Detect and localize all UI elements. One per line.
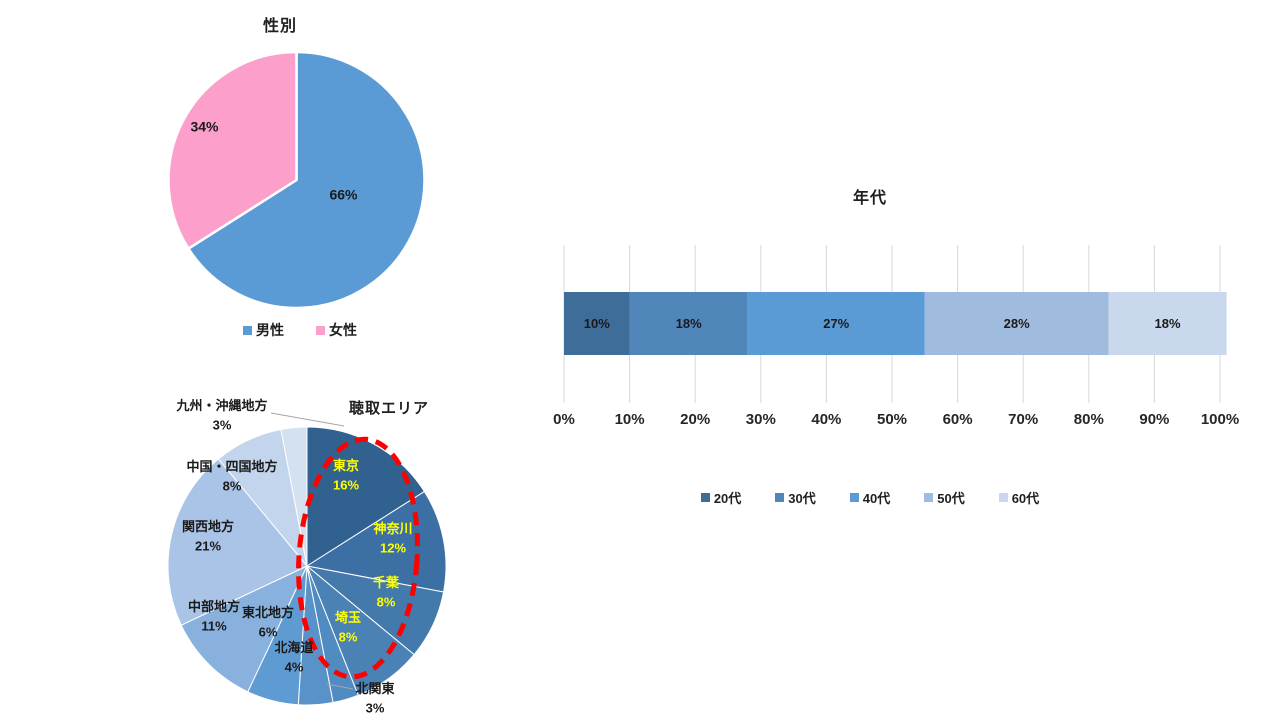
label-leader-line <box>270 412 345 427</box>
axis-tick-label: 60% <box>943 411 973 428</box>
pie-label: 8% <box>223 478 242 493</box>
bar-segment-label: 18% <box>1155 316 1181 331</box>
legend-swatch <box>316 325 325 335</box>
legend-label: 30代 <box>788 491 816 506</box>
pie-label: 21% <box>195 538 221 553</box>
axis-tick-label: 0% <box>553 411 575 428</box>
area-pie-chart: 東京 16% 神奈川 12% 千葉 8% 埼玉 8% 北関東 3% 北海道 4% 東北地方 6% 中部地方 1… <box>167 398 447 715</box>
legend-swatch <box>243 325 252 335</box>
axis-tick-label: 100% <box>1201 411 1239 428</box>
age-chart-title: 年代 <box>852 190 887 207</box>
pie-label: 3% <box>213 417 232 432</box>
age-stacked-bar-chart: 0% 10% 20% 30% 40% 50% 60% 70% 80% 90% 100% 10% 18% 2… <box>553 245 1239 428</box>
highlight-ellipse <box>296 436 420 680</box>
legend-label: 60代 <box>1011 491 1040 506</box>
axis-tick-label: 20% <box>680 411 710 428</box>
pie-label: 8% <box>377 594 396 609</box>
gender-legend: 男性 女性 <box>140 320 460 340</box>
axis-tick-label: 10% <box>615 411 645 428</box>
pie-slice <box>167 458 308 626</box>
legend-item: 女性 <box>316 320 357 340</box>
legend-item: 50代 <box>924 488 965 507</box>
pie-slice <box>167 50 298 250</box>
bar-segment <box>629 292 748 355</box>
pie-label: 中部地方 <box>188 599 240 614</box>
legend-swatch <box>924 493 934 502</box>
gender-pie-chart: 66% 34% <box>167 50 426 310</box>
legend-item: 40代 <box>849 488 891 507</box>
legend-item: 男性 <box>243 320 284 340</box>
axis-tick-label: 90% <box>1139 411 1169 428</box>
legend-item: 30代 <box>775 488 816 507</box>
pie-label: 3% <box>366 700 385 715</box>
pie-label: 神奈川 <box>373 521 412 536</box>
legend-swatch <box>849 493 859 502</box>
bar-segment <box>1108 292 1227 355</box>
pie-label: 12% <box>380 540 406 555</box>
pie-label: 北海道 <box>274 640 313 655</box>
pie-label: 関西地方 <box>182 519 234 534</box>
bar-segment-label: 28% <box>1004 316 1030 331</box>
label-leader-line <box>326 683 354 690</box>
pie-slice <box>187 50 426 310</box>
legend-item: 20代 <box>700 488 742 507</box>
pie-label: 北関東 <box>355 681 394 696</box>
axis-tick-label: 70% <box>1008 411 1038 428</box>
pie-label: 千葉 <box>373 575 400 590</box>
pie-label: 中国・四国地方 <box>186 459 277 474</box>
pie-label: 34% <box>190 119 219 135</box>
pie-slice <box>306 491 447 593</box>
pie-label: 4% <box>285 659 304 674</box>
bar-segment <box>747 292 925 355</box>
pie-label: 8% <box>339 629 358 644</box>
legend-item: 60代 <box>998 488 1040 507</box>
bar-segment <box>924 292 1109 355</box>
legend-swatch <box>998 493 1008 502</box>
pie-label: 66% <box>329 187 358 203</box>
axis-tick-label: 50% <box>877 411 907 428</box>
pie-label: 東北地方 <box>242 605 294 620</box>
legend-swatch <box>700 493 710 502</box>
legend-label: 40代 <box>862 491 891 506</box>
pie-label: 11% <box>201 618 227 633</box>
pie-label: 6% <box>259 624 278 639</box>
age-legend: 20代 30代 40代 50代 60代 <box>540 488 1200 507</box>
bar-segment <box>564 292 630 355</box>
pie-label: 九州・沖縄地方 <box>175 398 267 413</box>
bar-segment-label: 10% <box>584 316 610 331</box>
pie-slice <box>180 565 308 693</box>
gender-chart-title: 性別 <box>262 18 297 35</box>
legend-swatch <box>775 493 785 502</box>
legend-label: 女性 <box>329 322 357 338</box>
bar-segment-label: 27% <box>823 316 849 331</box>
area-chart-title: 聴取エリア <box>348 400 429 417</box>
pie-label: 東京 <box>333 458 359 473</box>
pie-slice <box>280 426 308 567</box>
pie-label: 16% <box>333 477 359 492</box>
axis-tick-label: 40% <box>811 411 841 428</box>
legend-label: 50代 <box>937 491 965 506</box>
bar-segment-label: 18% <box>676 316 702 331</box>
legend-label: 男性 <box>256 322 284 338</box>
axis-tick-label: 80% <box>1074 411 1104 428</box>
axis-tick-label: 30% <box>746 411 776 428</box>
legend-label: 20代 <box>713 491 742 506</box>
pie-label: 埼玉 <box>335 610 361 625</box>
